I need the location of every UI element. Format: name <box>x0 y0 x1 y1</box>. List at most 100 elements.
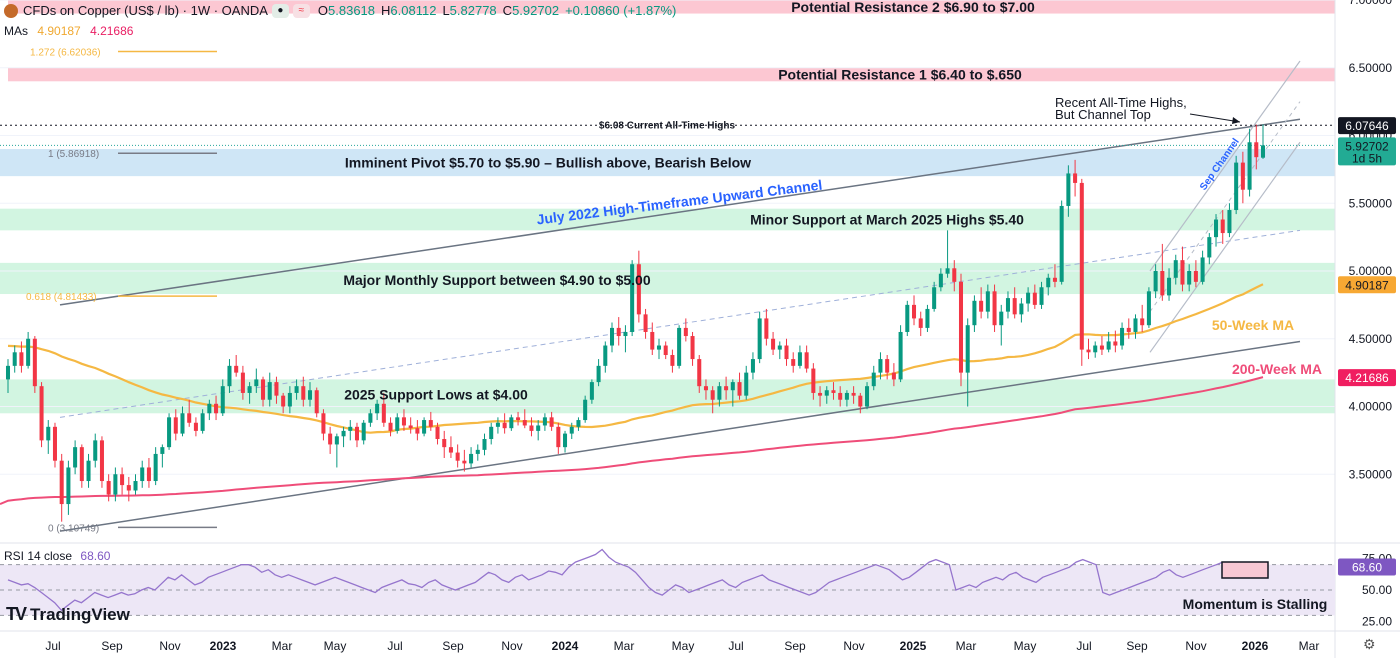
candle-body <box>328 433 333 445</box>
price-badge-pink <box>1338 369 1396 387</box>
candle-body <box>985 291 990 312</box>
close-value: 5.92702 <box>512 3 560 18</box>
time-tick-label: Mar <box>1299 639 1320 653</box>
candle-body <box>314 390 319 414</box>
rsi-line <box>7 548 1264 612</box>
candle-body <box>630 264 635 332</box>
candle-body <box>214 403 219 414</box>
low-value: 5.82778 <box>449 3 497 18</box>
candle-body <box>99 440 104 482</box>
tradingview-logo[interactable]: TV TradingView <box>6 604 130 625</box>
zone-label: Imminent Pivot $5.70 to $5.90 – Bullish … <box>345 155 751 171</box>
candles-group <box>5 124 1266 522</box>
low-label: L <box>442 3 450 18</box>
candle-body <box>529 425 534 431</box>
candle-body <box>1234 162 1239 211</box>
candle-body <box>354 426 359 441</box>
fib-label: 0.618 (4.81433) <box>26 292 97 303</box>
time-tick-label: 2024 <box>552 639 579 653</box>
candle-body <box>542 417 547 426</box>
candle-body <box>999 311 1004 326</box>
candle-body <box>945 268 950 274</box>
candle-body <box>1019 303 1024 315</box>
symbol-header[interactable]: CFDs on Copper (US$ / lb) · 1W · OANDA ●… <box>4 3 676 18</box>
rsi-tick-label: 25.00 <box>1362 615 1392 629</box>
rsi-annotation: Momentum is Stalling <box>1183 596 1328 612</box>
candle-body <box>388 422 393 431</box>
candle-body <box>146 467 151 482</box>
candle-body <box>744 372 749 396</box>
open-value: 5.83618 <box>328 3 376 18</box>
price-tick-label: 3.50000 <box>1349 467 1393 481</box>
candle-body <box>596 365 601 383</box>
price-tick-label: 4.00000 <box>1349 400 1393 414</box>
candle-body <box>79 447 84 482</box>
candle-body <box>1079 182 1084 350</box>
channel-bottom-line <box>59 340 1301 532</box>
candle-body <box>616 327 621 337</box>
candle-body <box>140 467 145 482</box>
candle-body <box>643 314 648 332</box>
candle-body <box>294 386 299 393</box>
candle-body <box>240 372 245 393</box>
rsi-tick-label: 50.00 <box>1362 583 1392 597</box>
candle-body <box>791 359 796 366</box>
candle-body <box>39 386 44 441</box>
rsi-legend[interactable]: RSI 14 close 68.60 <box>4 549 110 563</box>
candle-body <box>86 460 91 482</box>
rsi-value: 68.60 <box>80 549 111 563</box>
sep-channel-top <box>1149 60 1301 272</box>
candle-body <box>93 440 98 461</box>
candle-body <box>254 379 259 387</box>
candle-body <box>1207 237 1212 258</box>
candle-body <box>173 417 178 434</box>
candle-body <box>925 308 930 328</box>
candle-body <box>12 352 17 366</box>
candle-body <box>1254 142 1259 158</box>
candle-body <box>1120 327 1125 346</box>
candle-body <box>576 420 581 427</box>
candle-body <box>1146 291 1151 326</box>
time-tick-label: May <box>672 639 695 653</box>
candle-body <box>891 372 896 380</box>
candle-body <box>918 318 923 328</box>
candle-body <box>569 426 574 434</box>
candle-body <box>234 365 239 373</box>
rsi-badge <box>1338 558 1396 576</box>
zone-label: Potential Resistance 1 $6.40 to $.650 <box>778 67 1022 83</box>
candle-body <box>1106 341 1111 350</box>
ma-legend[interactable]: MAs 4.90187 4.21686 <box>4 24 133 38</box>
candle-body <box>1140 318 1145 326</box>
candle-body <box>455 452 460 461</box>
candle-body <box>408 425 413 429</box>
candle-body <box>495 422 500 427</box>
candle-body <box>1052 277 1057 282</box>
zone-label: 2025 Support Lows at $4.00 <box>344 386 528 402</box>
sep-channel-bottom <box>1149 141 1301 353</box>
candle-body <box>113 474 118 495</box>
candle-body <box>133 481 138 491</box>
candle-body <box>690 336 695 360</box>
candle-body <box>609 327 615 346</box>
candle-body <box>563 433 568 448</box>
time-tick-label: Mar <box>614 639 635 653</box>
symbol-title[interactable]: CFDs on Copper (US$ / lb) · 1W · OANDA <box>23 3 268 18</box>
channel-mid-line <box>59 229 1301 418</box>
visibility-toggle-icon[interactable]: ● <box>271 3 289 18</box>
candle-body <box>522 420 527 426</box>
candle-body <box>1005 298 1010 312</box>
candle-body <box>187 413 192 423</box>
settings-gear-icon[interactable]: ⚙ <box>1363 636 1376 652</box>
candle-body <box>1032 292 1037 305</box>
time-tick-label: Jul <box>728 639 743 653</box>
compare-icon[interactable]: ≈ <box>292 3 310 18</box>
candle-body <box>650 331 655 350</box>
candle-body <box>965 325 970 373</box>
candle-body <box>750 359 755 373</box>
candle-body <box>381 403 386 423</box>
candle-body <box>724 386 729 391</box>
copper-symbol-icon <box>4 3 18 18</box>
close-label: C <box>502 3 513 18</box>
candle-body <box>549 417 554 427</box>
